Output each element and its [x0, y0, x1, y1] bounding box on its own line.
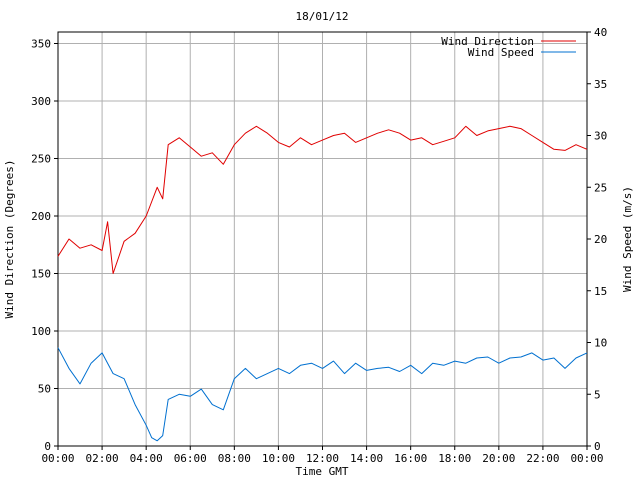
y-left-tick-label: 150: [31, 268, 51, 281]
x-tick-label: 04:00: [130, 452, 163, 465]
y-left-tick-label: 0: [44, 440, 51, 453]
y-left-tick-label: 250: [31, 153, 51, 166]
y-right-axis-ticks: 0 5 10 15 20 25 30 35 40: [587, 26, 607, 453]
y-right-tick-label: 40: [594, 26, 607, 39]
y-left-tick-label: 350: [31, 38, 51, 51]
y-left-axis-ticks: 0 50 100 150 200 250 300 350: [31, 38, 58, 453]
y-left-axis-title: Wind Direction (Degrees): [3, 160, 16, 319]
x-tick-label: 10:00: [262, 452, 295, 465]
x-axis-title: Time GMT: [296, 465, 349, 478]
series-line-wind-speed: [57, 347, 588, 442]
y-right-tick-label: 0: [594, 440, 601, 453]
y-right-tick-label: 15: [594, 285, 607, 298]
x-tick-label: 12:00: [306, 452, 339, 465]
x-tick-label: 14:00: [350, 452, 383, 465]
y-left-tick-label: 50: [38, 383, 51, 396]
y-right-axis-title: Wind Speed (m/s): [621, 186, 634, 292]
x-tick-label: 06:00: [174, 452, 207, 465]
chart-title: 18/01/12: [296, 10, 349, 23]
x-tick-label: 18:00: [438, 452, 471, 465]
y-right-tick-label: 25: [594, 181, 607, 194]
x-tick-label: 00:00: [41, 452, 74, 465]
x-tick-label: 20:00: [482, 452, 515, 465]
grid-lines: [57, 32, 588, 447]
series-line-wind-direction: [57, 125, 588, 274]
x-tick-label: 00:00: [570, 452, 603, 465]
y-right-tick-label: 35: [594, 78, 607, 91]
legend-label-wind-direction: Wind Direction: [441, 35, 534, 48]
y-right-tick-label: 20: [594, 233, 607, 246]
x-tick-label: 22:00: [526, 452, 559, 465]
legend-label-wind-speed: Wind Speed: [468, 46, 534, 59]
y-left-tick-label: 100: [31, 325, 51, 338]
y-right-tick-label: 5: [594, 388, 601, 401]
x-tick-label: 08:00: [218, 452, 251, 465]
x-axis-ticks: 00:00 02:00 04:00 06:00 08:00 10:00 12:00 14:00…: [41, 446, 604, 465]
series-group: [57, 125, 588, 442]
y-right-tick-label: 10: [594, 337, 607, 350]
y-right-tick-label: 30: [594, 130, 607, 143]
x-tick-label: 02:00: [86, 452, 119, 465]
y-left-tick-label: 300: [31, 95, 51, 108]
x-tick-label: 16:00: [394, 452, 427, 465]
y-left-tick-label: 200: [31, 210, 51, 223]
